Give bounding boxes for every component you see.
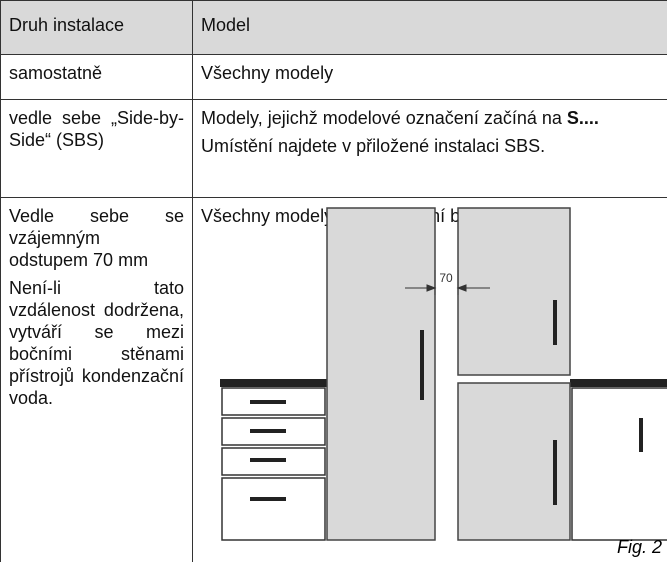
paragraph: Vedle sebe se vzájemným odstupem 70 mm — [9, 206, 184, 270]
paragraph: Modely, jejichž modelové označení začíná… — [201, 107, 667, 129]
dimension-label: 70 — [439, 271, 453, 285]
handles — [250, 400, 643, 501]
appliances — [326, 207, 571, 541]
row: vedle sebe „Side-by-Side“ (SBS) Modely, … — [0, 99, 667, 198]
countertop — [570, 379, 667, 387]
appliance-handles — [420, 300, 557, 505]
header-cell: Druh instalace — [0, 0, 193, 55]
figure-caption: Fig. 2 — [617, 537, 662, 557]
cabinets — [221, 387, 667, 541]
paragraph: Není-li tato vzdálenost dodržena, vytvář… — [9, 278, 184, 408]
cell: Všechny modely — [192, 54, 667, 100]
bold-text: S.... — [566, 108, 599, 128]
cell: Modely, jejichž modelové označení začíná… — [192, 99, 667, 198]
row: samostatně Všechny modely — [0, 54, 667, 100]
cell: Vedle sebe se vzájemným odstupem 70 mm N… — [0, 197, 193, 562]
text: Modely, jejichž modelové označení začíná… — [201, 108, 562, 128]
dimension — [405, 270, 490, 295]
cell: samostatně — [0, 54, 193, 100]
countertop — [220, 379, 327, 387]
paragraph: Umístění najdete v přiložené instalaci S… — [201, 136, 546, 156]
